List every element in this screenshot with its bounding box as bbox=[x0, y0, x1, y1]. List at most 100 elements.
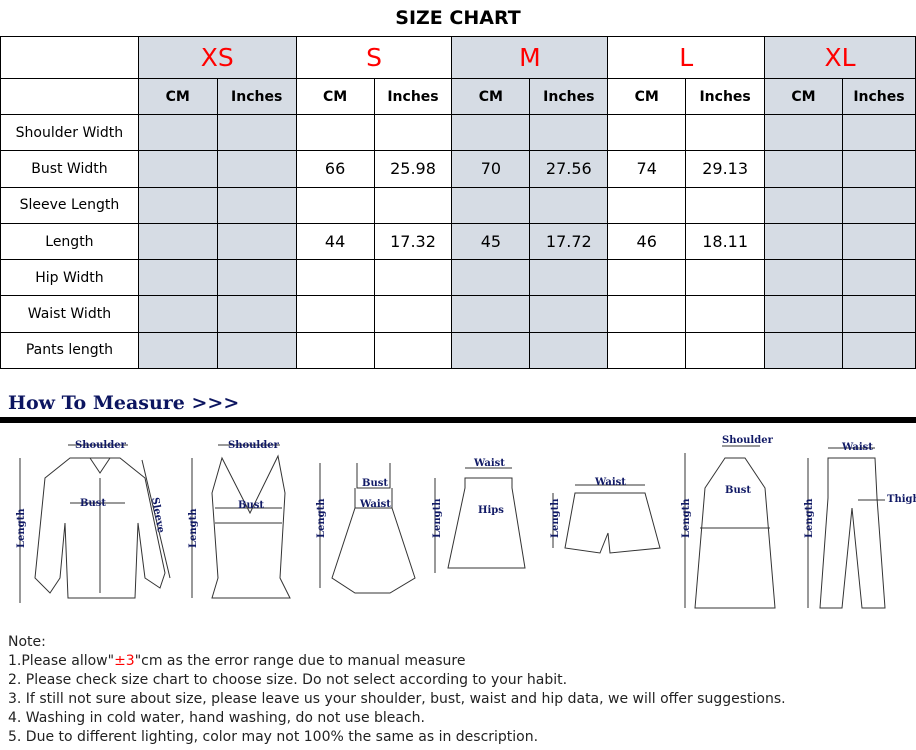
svg-text:Length: Length bbox=[550, 498, 561, 538]
row-label: Length bbox=[0, 222, 139, 261]
value-cell bbox=[451, 331, 531, 370]
value-cell bbox=[373, 295, 453, 333]
unit-header: CM bbox=[451, 78, 531, 115]
value-cell bbox=[841, 331, 916, 370]
value-cell bbox=[137, 186, 218, 224]
svg-text:Length: Length bbox=[316, 498, 327, 538]
value-cell bbox=[295, 331, 375, 370]
svg-text:Bust: Bust bbox=[238, 500, 264, 511]
skirt-diagram: Waist Hips Length bbox=[432, 458, 526, 573]
corner-cell bbox=[0, 78, 139, 115]
unit-header: CM bbox=[137, 78, 218, 115]
svg-text:Length: Length bbox=[681, 498, 692, 538]
svg-text:Hips: Hips bbox=[478, 505, 504, 516]
size-chart-title: SIZE CHART bbox=[395, 7, 521, 29]
size-row: XS S M L XL bbox=[0, 36, 916, 79]
svg-text:Waist: Waist bbox=[841, 442, 873, 453]
unit-header: Inches bbox=[841, 78, 916, 115]
note-2: 2. Please check size chart to choose siz… bbox=[8, 672, 568, 688]
value-cell bbox=[137, 259, 218, 297]
unit-header: Inches bbox=[529, 78, 609, 115]
value-cell bbox=[685, 186, 766, 224]
svg-text:Length: Length bbox=[804, 498, 815, 538]
value-cell bbox=[764, 331, 843, 370]
table-row: Sleeve Length bbox=[0, 186, 916, 224]
value-cell bbox=[529, 186, 609, 224]
value-cell bbox=[764, 150, 843, 188]
value-cell bbox=[764, 259, 843, 297]
table-row: Waist Width bbox=[0, 295, 916, 333]
value-cell bbox=[216, 259, 297, 297]
value-cell bbox=[841, 113, 916, 152]
value-cell bbox=[373, 331, 453, 370]
measurement-diagrams: Shoulder Bust Length Sleeve Shoulder Bus… bbox=[16, 435, 916, 609]
svg-text:Thigh: Thigh bbox=[887, 494, 916, 505]
value-cell bbox=[373, 186, 453, 224]
note-text: "cm as the error range due to manual mea… bbox=[134, 653, 466, 669]
value-cell bbox=[685, 113, 766, 152]
value-cell bbox=[764, 295, 843, 333]
note-3: 3. If still not sure about size, please … bbox=[8, 691, 786, 707]
row-label: Shoulder Width bbox=[0, 113, 139, 152]
svg-text:Bust: Bust bbox=[362, 478, 388, 489]
row-label: Pants length bbox=[0, 331, 139, 370]
value-cell bbox=[216, 222, 297, 261]
value-cell bbox=[529, 331, 609, 370]
value-cell: 45 bbox=[451, 222, 531, 261]
value-cell: 44 bbox=[295, 222, 375, 261]
value-cell bbox=[137, 222, 218, 261]
svg-text:Shoulder: Shoulder bbox=[722, 435, 774, 446]
svg-text:Length: Length bbox=[432, 498, 443, 538]
value-cell bbox=[137, 331, 218, 370]
svg-text:Waist: Waist bbox=[473, 458, 505, 469]
value-cell bbox=[216, 295, 297, 333]
unit-header: CM bbox=[764, 78, 843, 115]
value-cell bbox=[137, 150, 218, 188]
unit-header: CM bbox=[295, 78, 375, 115]
size-header-xl: XL bbox=[764, 36, 916, 79]
coat-diagram: Shoulder Bust Length bbox=[681, 435, 776, 609]
unit-header: Inches bbox=[685, 78, 766, 115]
value-cell bbox=[373, 113, 453, 152]
tank-diagram: Shoulder Bust Length bbox=[188, 440, 291, 599]
value-cell bbox=[295, 186, 375, 224]
value-cell bbox=[607, 295, 687, 333]
svg-text:Length: Length bbox=[188, 508, 199, 548]
row-label: Waist Width bbox=[0, 295, 139, 333]
note-4: 4. Washing in cold water, hand washing, … bbox=[8, 710, 425, 726]
value-cell bbox=[216, 186, 297, 224]
value-cell: 17.32 bbox=[373, 222, 453, 261]
table-row: Pants length bbox=[0, 331, 916, 370]
value-cell bbox=[295, 259, 375, 297]
value-cell: 17.72 bbox=[529, 222, 609, 261]
value-cell: 18.11 bbox=[685, 222, 766, 261]
value-cell: 29.13 bbox=[685, 150, 766, 188]
svg-text:Shoulder: Shoulder bbox=[228, 440, 280, 451]
note-text: 1.Please allow" bbox=[8, 653, 115, 669]
value-cell bbox=[764, 222, 843, 261]
value-cell: 74 bbox=[607, 150, 687, 188]
value-cell bbox=[137, 113, 218, 152]
size-header-m: M bbox=[451, 36, 609, 79]
value-cell bbox=[607, 259, 687, 297]
value-cell: 27.56 bbox=[529, 150, 609, 188]
value-cell bbox=[373, 259, 453, 297]
size-header-s: S bbox=[295, 36, 453, 79]
value-cell bbox=[607, 186, 687, 224]
value-cell bbox=[451, 259, 531, 297]
row-label: Hip Width bbox=[0, 259, 139, 297]
value-cell: 46 bbox=[607, 222, 687, 261]
divider bbox=[0, 417, 916, 423]
table-row: Hip Width bbox=[0, 259, 916, 297]
value-cell bbox=[529, 113, 609, 152]
blouse-diagram: Shoulder Bust Length Sleeve bbox=[16, 440, 171, 603]
value-cell bbox=[137, 295, 218, 333]
value-cell bbox=[295, 295, 375, 333]
unit-row: CM Inches CM Inches CM Inches CM Inches CM Inches bbox=[0, 78, 916, 115]
value-cell bbox=[529, 295, 609, 333]
table-row: Shoulder Width bbox=[0, 113, 916, 152]
svg-text:Bust: Bust bbox=[725, 485, 751, 496]
svg-text:Sleeve: Sleeve bbox=[149, 497, 166, 534]
svg-text:Bust: Bust bbox=[80, 498, 106, 509]
svg-text:Waist: Waist bbox=[359, 499, 391, 510]
